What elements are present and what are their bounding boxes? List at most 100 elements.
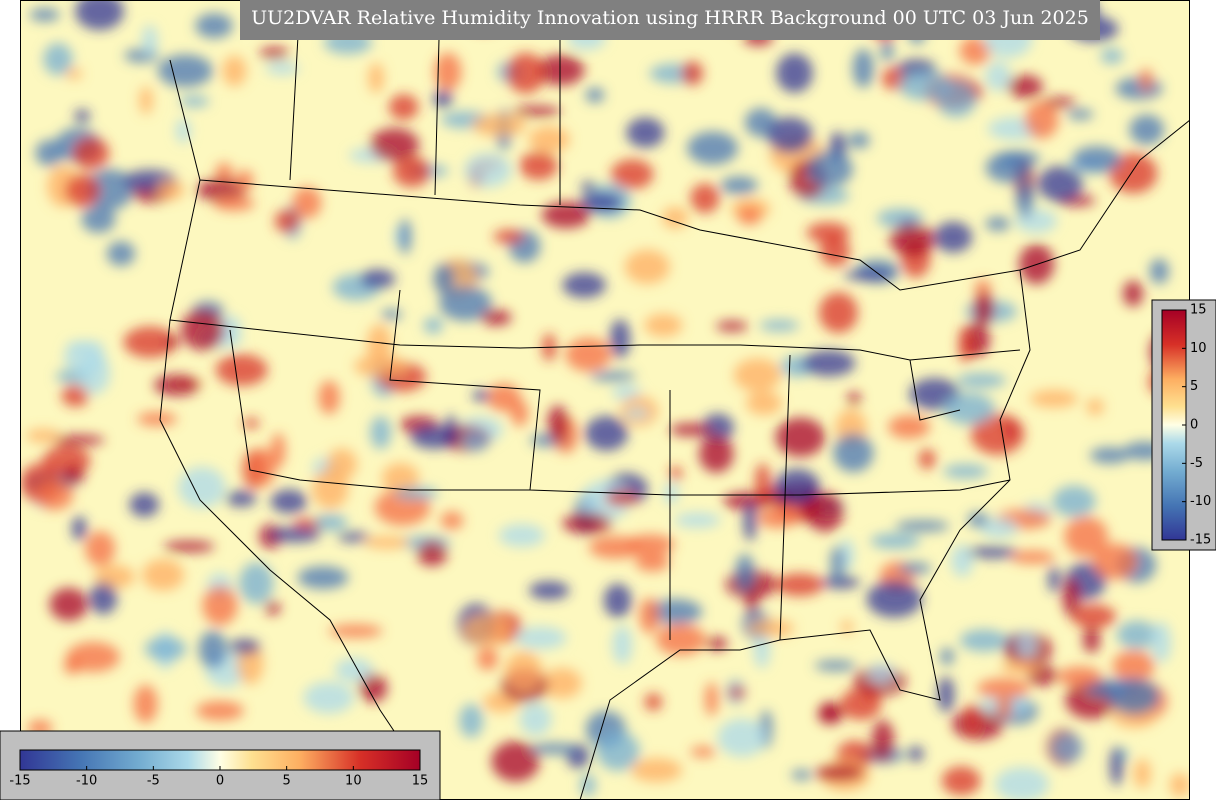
field-blob (821, 575, 860, 589)
field-blob (265, 61, 300, 75)
field-blob (889, 223, 935, 257)
field-blob (1116, 620, 1158, 649)
field-blob (123, 326, 177, 358)
field-blob (747, 619, 795, 637)
field-blob (937, 676, 955, 713)
field-blob (364, 536, 410, 549)
field-blob (663, 482, 679, 505)
field-blob (459, 703, 484, 738)
field-blob (735, 553, 755, 593)
field-blob (626, 534, 675, 555)
field-blob (71, 516, 87, 541)
field-blob (303, 681, 354, 714)
field-blob (480, 309, 512, 326)
field-blob (464, 152, 512, 188)
field-blob (157, 54, 213, 88)
field-blob (243, 417, 260, 429)
field-blob (870, 533, 921, 549)
field-blob (1129, 114, 1165, 145)
field-blob (970, 413, 1025, 455)
borders (159, 0, 1190, 800)
colorbar-tick-label: 10 (1190, 341, 1207, 356)
field-blob (78, 353, 111, 395)
field-blob (1062, 577, 1081, 616)
field-blob (690, 183, 720, 214)
field-blob (62, 466, 85, 485)
field-blob (1139, 68, 1153, 92)
field-blob (416, 541, 448, 567)
field-blob (698, 435, 734, 473)
field-blob (360, 269, 396, 289)
field-blob (754, 463, 771, 503)
field-blob (895, 520, 950, 532)
field-blob (398, 218, 412, 255)
field-blob (519, 702, 552, 736)
field-blob (951, 544, 974, 577)
field-blob (966, 702, 980, 738)
field-blob (767, 116, 813, 153)
field-blob (791, 769, 812, 780)
field-blob (612, 625, 633, 665)
field-blob (1007, 75, 1043, 99)
field-blob (737, 206, 762, 225)
field-blob (178, 466, 226, 509)
field-blob (706, 636, 728, 651)
field-blob (1010, 550, 1055, 564)
field-blob (370, 415, 392, 450)
field-blob (137, 412, 178, 426)
field-blob (423, 317, 444, 334)
field-blob (274, 209, 300, 233)
field-blob (439, 285, 492, 321)
field-blob (129, 492, 160, 518)
field-blob (1133, 758, 1151, 789)
colorbar-tick-label: 5 (1190, 379, 1198, 394)
field-blob (746, 391, 782, 416)
field-blob (933, 221, 973, 253)
field-blob (72, 137, 110, 170)
field-blob (354, 354, 407, 378)
field-blob (164, 337, 180, 348)
field-blob (547, 405, 569, 442)
map (20, 0, 1190, 800)
field-blob (1100, 48, 1124, 64)
colorbar-tick-label: 5 (283, 774, 291, 789)
field-blob (529, 742, 578, 755)
field-blob (215, 354, 268, 386)
field-blob (759, 319, 800, 332)
field-blob (898, 70, 952, 101)
field-blob (610, 159, 654, 190)
field-blob (985, 152, 1031, 183)
field-blob (639, 597, 660, 634)
field-blob (471, 113, 527, 137)
field-blob (806, 151, 853, 188)
field-blob (89, 582, 118, 615)
field-blob (176, 118, 191, 144)
field-blob (215, 162, 233, 184)
field-blob (669, 423, 713, 437)
field-blob (959, 36, 992, 65)
field-blob (65, 68, 83, 80)
field-blob (1015, 180, 1034, 218)
field-blob (1057, 666, 1102, 687)
field-blob (843, 270, 894, 281)
field-blob (817, 704, 844, 725)
field-blob (337, 532, 370, 543)
field-blob (1052, 485, 1096, 518)
field-blob (918, 448, 936, 470)
field-blob (512, 106, 562, 117)
field-blob (644, 693, 663, 711)
colorbar-tick-label: 15 (1190, 303, 1207, 318)
field-blob (153, 374, 200, 396)
field-blob (888, 414, 930, 439)
field-blob (585, 87, 605, 103)
field-blob (565, 337, 612, 372)
field-blob (880, 40, 894, 62)
field-blob (669, 466, 683, 481)
field-blob (581, 181, 596, 193)
field-blob (106, 241, 136, 267)
field-blob (202, 585, 238, 626)
field-blob (847, 391, 861, 406)
field-blob (52, 435, 105, 446)
field-blob (802, 349, 856, 377)
